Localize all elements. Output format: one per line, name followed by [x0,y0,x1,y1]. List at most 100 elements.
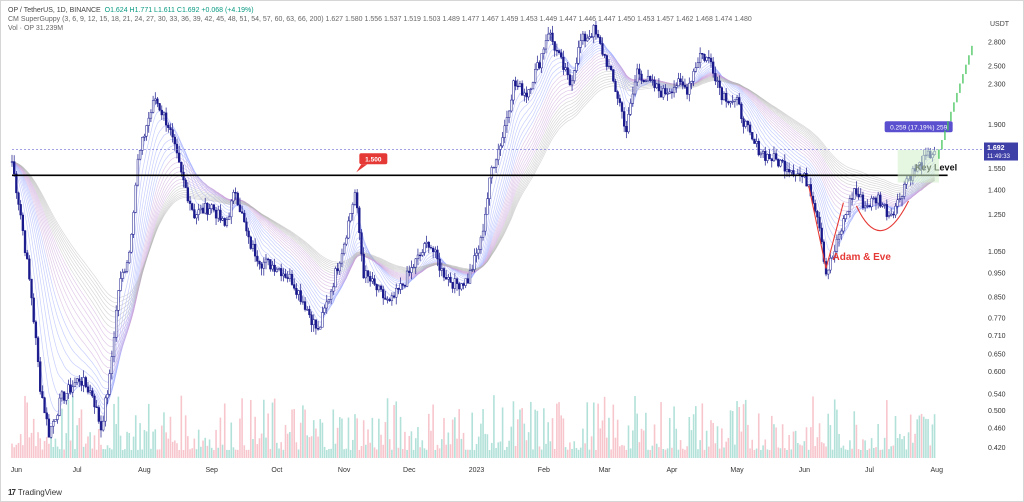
volume-bar [308,437,311,458]
volume-bar [883,437,886,458]
candle-body [184,179,187,188]
volume-bar [221,444,224,458]
guppy-line [11,68,935,335]
candle-body [607,65,611,68]
volume-bar [640,428,643,458]
current-price-tag[interactable] [984,142,1018,161]
candle-body [542,48,545,54]
volume-bar [193,438,196,458]
candle-body [423,243,426,253]
candle-body [738,97,741,105]
candle-body [651,79,654,82]
candle-body [520,83,524,96]
volume-bar [875,447,877,458]
volume-bar [280,442,282,458]
measure-label-box[interactable] [884,121,953,133]
volume-bar [645,412,647,458]
time-axis[interactable]: Jun Jul Aug Sep Oct Nov Dec 2023 Feb Mar Apr May Jun… [11,467,943,474]
legend-guppy-row[interactable]: CM SuperGuppy (3, 6, 9, 12, 15, 18, 21, … [8,16,752,23]
volume-bar [156,449,159,458]
volume-bar [534,409,536,458]
volume-bar [608,417,610,458]
volume-bar [497,442,500,458]
volume-bar [812,396,814,458]
candle-body [195,214,198,219]
volume-bar [89,432,91,458]
candle-body [282,273,285,277]
candle-body [236,192,239,206]
legend-symbol[interactable]: OP / TetherUS, 1D, BINANCE [8,7,101,14]
candle-body [685,86,689,95]
volume-bar [447,432,450,458]
volume-bar [30,432,33,458]
candle-body [412,266,415,269]
candle-body [462,283,465,286]
price-tick-label: 1.050 [988,249,1006,256]
candle-body [629,103,632,115]
candle-body [479,237,483,250]
volume-bar [76,425,78,458]
candle-body [514,80,517,87]
volume-bar [328,448,330,458]
candle-body [123,271,127,273]
volume-bar [289,431,291,458]
candle-body [464,278,467,286]
eve-u-shape[interactable] [855,200,910,232]
volume-bar [134,415,137,458]
volume-bar [762,445,764,458]
volume-bar [365,444,367,458]
price-axis[interactable]: 2.800 2.500 2.300 1.900 1.550 1.400 1.250 1.050… [984,39,1018,452]
adam-v-shape[interactable] [808,185,844,269]
candle-body [84,377,87,388]
volume-bar [228,449,230,458]
tradingview-logo[interactable]: 17 TradingView [8,488,62,497]
candle-body [338,262,341,272]
candle-body [191,203,194,210]
time-tick-label: Jun [799,467,810,474]
volume-bar [888,449,890,458]
volume-bar [849,440,851,458]
volume-bar [22,445,24,458]
candle-body [290,273,294,285]
volume-bar [601,420,604,458]
candle-body [256,255,259,262]
candle-body [110,356,114,374]
volume-bar [516,419,519,458]
volume-bar [703,449,706,458]
candle-body [340,253,344,264]
key-level-tag[interactable] [359,153,388,165]
candle-body [260,263,263,269]
candle-body [377,285,381,291]
volume-bar [803,441,806,458]
volume-bar [215,429,217,458]
volume-bar [862,439,864,458]
volume-bar [449,444,452,458]
volume-bar [43,440,46,458]
candle-body [649,75,652,81]
volume-bar [15,444,18,458]
candle-body [460,283,463,290]
volume-bar [230,422,233,458]
volume-bar [341,418,343,458]
volume-bar [441,439,443,458]
volume-bar [111,449,113,458]
volume-bar [436,444,439,458]
volume-bar [206,445,209,458]
candle-body [827,269,830,275]
candle-body [759,152,763,156]
adam-eve-label[interactable]: Adam & Eve [833,252,892,263]
volume-bar [677,449,680,458]
volume-bar [137,449,139,458]
volume-bar [334,443,337,458]
candle-body [646,75,650,82]
volume-bar [128,433,131,458]
volume-bar [925,418,927,458]
volume-bar [929,445,932,458]
legend-volume-row[interactable]: Vol · OP 31.239M [8,25,64,32]
volume-bar [838,433,840,458]
candle-body [160,109,163,116]
volume-bar [475,444,478,458]
time-tick-label: Apr [666,467,678,474]
volume-bar [820,442,823,458]
